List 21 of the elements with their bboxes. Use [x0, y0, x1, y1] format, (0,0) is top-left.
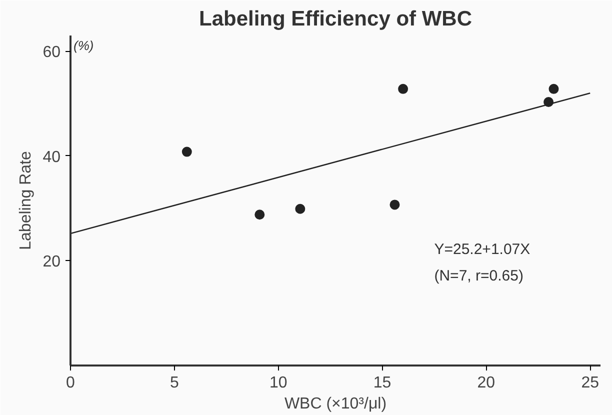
x-tick-label: 10: [269, 374, 288, 392]
x-tick-label: 25: [581, 374, 600, 392]
chart-title: Labeling Efficiency of WBC: [198, 8, 472, 30]
annotation: (%): [74, 38, 94, 54]
x-tick-label: 5: [170, 374, 179, 392]
x-tick-label: 20: [477, 374, 496, 392]
point: [398, 84, 408, 94]
point: [295, 204, 306, 214]
y-tick-label: 40: [42, 148, 61, 166]
y-tick-label: 20: [42, 254, 61, 271]
point: [548, 84, 559, 94]
x-tick-label: 15: [373, 374, 392, 392]
y-axis-title: Labeling Rate: [18, 151, 35, 250]
point: [390, 200, 400, 210]
y-tick-label: 60: [42, 44, 61, 62]
x-tick-label: 0: [66, 374, 76, 392]
x-axis-title: WBC (×10³/μl): [284, 396, 387, 412]
annotation: (N=7, r=0.65): [434, 267, 524, 284]
point: [182, 146, 192, 157]
annotation: Y=25.2+1.07X: [434, 241, 530, 258]
point: [254, 210, 265, 220]
